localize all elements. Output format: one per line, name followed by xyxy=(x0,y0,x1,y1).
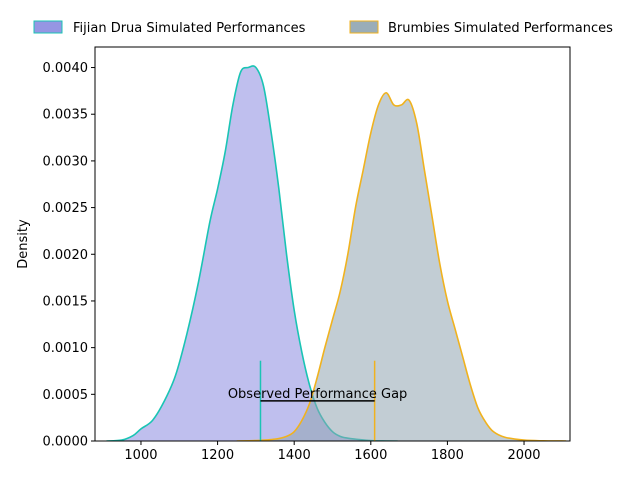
x-tick-label: 1200 xyxy=(201,448,234,463)
plot-area xyxy=(106,65,567,441)
y-tick-label: 0.0040 xyxy=(43,61,89,76)
x-tick-label: 1400 xyxy=(278,448,311,463)
y-tick-label: 0.0010 xyxy=(43,341,89,356)
legend-swatch-brumbies xyxy=(349,20,379,34)
y-tick-label: 0.0030 xyxy=(43,154,89,169)
y-axis-title: Density xyxy=(16,219,31,269)
y-tick-label: 0.0020 xyxy=(43,248,89,263)
x-tick-label: 1000 xyxy=(124,448,157,463)
y-tick-label: 0.0035 xyxy=(43,108,89,123)
x-axis: 1000 1200 1400 1600 1800 2000 xyxy=(124,441,541,463)
density-fill-series-1 xyxy=(236,92,567,441)
y-tick-label: 0.0005 xyxy=(43,388,89,403)
gap-annotation: Observed Performance Gap xyxy=(228,387,407,402)
plot-frame xyxy=(94,46,571,442)
density-line-series-1 xyxy=(236,91,567,441)
x-tick-label: 2000 xyxy=(507,448,540,463)
y-tick-label: 0.0000 xyxy=(43,435,89,450)
legend: Fijian Drua Simulated Performances Brumb… xyxy=(33,20,613,36)
legend-label-brumbies: Brumbies Simulated Performances xyxy=(388,21,613,36)
density-fill-series-0 xyxy=(106,65,398,441)
y-axis: 0.0000 0.0005 0.0010 0.0015 0.0020 0.0025 0.00… xyxy=(43,61,95,450)
y-tick-label: 0.0025 xyxy=(43,201,89,216)
y-tick-label: 0.0015 xyxy=(43,294,89,309)
legend-swatch-fijian-drua xyxy=(33,20,63,34)
x-tick-label: 1600 xyxy=(354,448,387,463)
legend-label-fijian-drua: Fijian Drua Simulated Performances xyxy=(73,21,306,36)
x-tick-label: 1800 xyxy=(431,448,464,463)
